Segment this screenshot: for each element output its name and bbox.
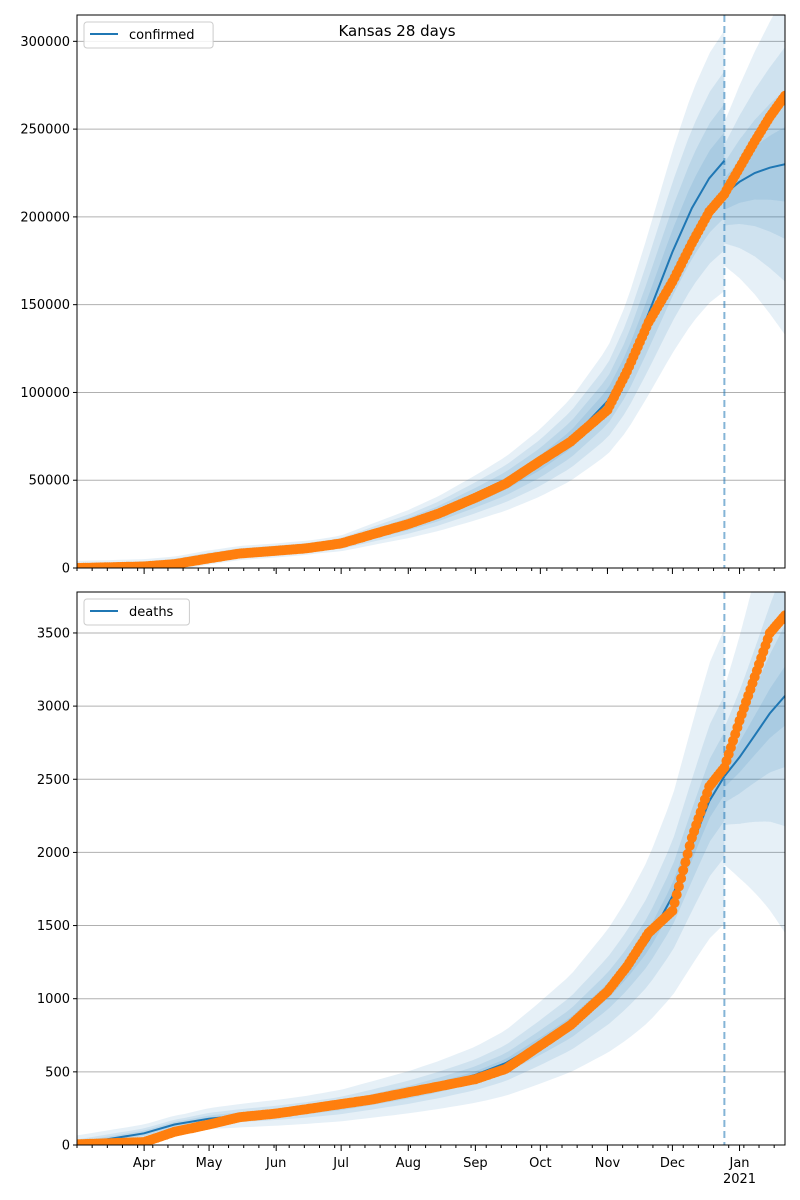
- fit-band-1: [77, 71, 725, 568]
- y-tick-label: 2000: [37, 846, 70, 861]
- observed-point: [671, 889, 682, 900]
- legend-box: [83, 598, 190, 626]
- forecast-band-1: [724, 592, 785, 827]
- y-tick-label: 250000: [20, 123, 70, 138]
- x-tick-label: Aug: [396, 1156, 421, 1171]
- fit-band-2: [77, 732, 725, 1145]
- legend-label: deaths: [129, 605, 174, 620]
- observed-point: [669, 897, 680, 908]
- observed-point: [673, 881, 684, 892]
- forecast-band-0: [724, 15, 785, 335]
- y-tick-label: 150000: [20, 298, 70, 313]
- observed-point: [684, 840, 695, 851]
- axes-frame: [76, 591, 786, 1146]
- y-tick-label: 1000: [37, 992, 70, 1007]
- observed-point: [780, 610, 785, 621]
- y-tick-label: 2500: [37, 773, 70, 788]
- y-tick-label: 300000: [20, 35, 70, 50]
- y-tick-label: 0: [62, 1139, 70, 1154]
- y-tick-label: 0: [62, 562, 70, 577]
- x-tick-label: May: [196, 1156, 223, 1171]
- observed-point: [678, 865, 689, 876]
- forecast-band-0: [724, 592, 785, 933]
- observed-point: [682, 849, 693, 859]
- observed-point: [680, 857, 691, 868]
- legend: deaths: [83, 598, 190, 626]
- forecast-band-1: [724, 47, 785, 282]
- x-tick-label: Jun: [265, 1156, 286, 1171]
- y-tick-label: 3500: [37, 626, 70, 641]
- y-tick-label: 1500: [37, 919, 70, 934]
- forecast-median-line: [723, 695, 785, 777]
- y-tick-label: 100000: [20, 386, 70, 401]
- y-tick-label: 200000: [20, 210, 70, 225]
- x-tick-label: Sep: [463, 1156, 488, 1171]
- x-tick-label: Dec: [660, 1156, 685, 1171]
- y-tick-label: 50000: [29, 474, 70, 489]
- forecast-band-2: [724, 89, 785, 239]
- fit-band-0: [77, 30, 725, 568]
- forecast-band-3: [724, 126, 785, 210]
- observed-point: [667, 905, 678, 916]
- x-tick-label: Jul: [332, 1156, 349, 1171]
- x-tick-label: Apr: [133, 1156, 156, 1171]
- legend-label: confirmed: [129, 28, 195, 43]
- axes-frame: [76, 14, 786, 569]
- observed-point: [676, 873, 687, 884]
- x-tick-label: Jan: [729, 1156, 750, 1171]
- x-tick-label: Nov: [595, 1156, 621, 1171]
- fit-band-0: [77, 628, 725, 1145]
- legend: confirmed: [83, 21, 214, 49]
- observed-point: [780, 90, 785, 101]
- x-year-label: 2021: [723, 1172, 756, 1187]
- legend-box: [83, 21, 214, 49]
- chart-panel-deaths: 0 500 1000 1500 2000 2500 3000 3500 Apr May Jun Jul…: [37, 591, 786, 1187]
- figure-title: Kansas 28 days: [338, 22, 455, 40]
- fit-band-2: [77, 103, 725, 568]
- y-tick-label: 500: [45, 1065, 70, 1080]
- fit-band-3: [77, 132, 725, 568]
- chart-panel-confirmed: 0 50000 100000 150000 200000 250000 300000 conf…: [20, 14, 786, 577]
- y-tick-label: 3000: [37, 700, 70, 715]
- x-tick-label: Oct: [529, 1156, 551, 1171]
